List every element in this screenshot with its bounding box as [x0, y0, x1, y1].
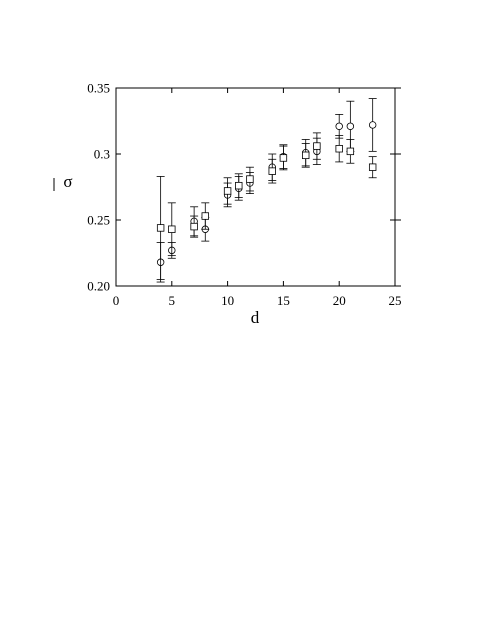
x-tick-label: 25	[389, 293, 402, 308]
x-tick-label: 20	[333, 293, 346, 308]
square-marker	[346, 147, 355, 156]
square-marker	[168, 225, 176, 233]
y-axis: 0.20 0.25 0.3 0.35	[87, 81, 401, 294]
square-marker	[235, 181, 243, 190]
square-marker	[201, 212, 209, 220]
x-axis: 0 5 10 15 20 25	[113, 88, 402, 308]
x-tick-label: 0	[113, 293, 120, 308]
x-axis-label: d	[251, 308, 260, 327]
circle-marker	[346, 122, 355, 130]
square-marker	[268, 167, 276, 175]
y-axis-label: σ	[63, 172, 72, 191]
square-marker	[223, 187, 232, 195]
plot-frame	[115, 87, 396, 287]
square-marker	[368, 163, 377, 171]
square-marker	[302, 151, 310, 160]
square-marker	[279, 154, 288, 162]
circle-marker	[368, 121, 377, 129]
series-circle	[156, 98, 377, 283]
x-tick-label: 5	[169, 293, 176, 308]
x-tick-label: 15	[277, 293, 290, 308]
square-marker	[156, 224, 165, 232]
y-tick-label: 0.35	[87, 81, 110, 96]
circle-marker	[335, 122, 343, 130]
data-series	[156, 98, 377, 283]
y-tick-label: 0.25	[87, 213, 110, 228]
square-marker	[313, 142, 321, 150]
square-marker	[190, 222, 198, 231]
y-tick-label: 0.3	[94, 147, 110, 162]
square-marker	[246, 175, 254, 183]
y-tick-label: 0.20	[87, 279, 110, 294]
square-marker	[335, 145, 343, 153]
series-square	[156, 132, 377, 280]
x-tick-label: 10	[221, 293, 234, 308]
